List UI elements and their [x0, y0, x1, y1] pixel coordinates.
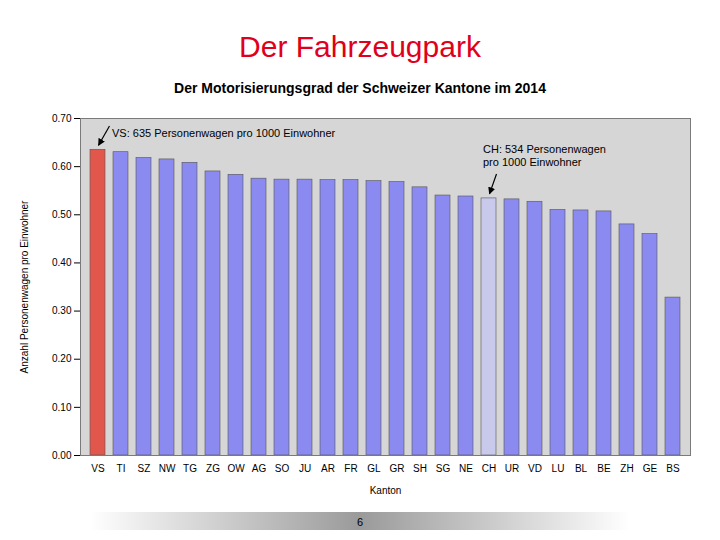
svg-text:0.30: 0.30 — [52, 305, 72, 316]
svg-text:SZ: SZ — [138, 463, 151, 474]
svg-text:Kanton: Kanton — [370, 485, 402, 496]
svg-text:OW: OW — [227, 463, 245, 474]
html-text:Der Fahrzeugpark: Der Fahrzeugpark — [239, 30, 481, 63]
svg-text:0.00: 0.00 — [52, 450, 72, 461]
svg-text:Anzahl Personenwagen pro Einwo: Anzahl Personenwagen pro Einwohner — [19, 200, 30, 374]
svg-text:0.60: 0.60 — [52, 161, 72, 172]
svg-text:BE: BE — [597, 463, 611, 474]
svg-text:JU: JU — [299, 463, 311, 474]
svg-text:VS: VS — [91, 463, 105, 474]
svg-text:BL: BL — [575, 463, 588, 474]
svg-text:UR: UR — [505, 463, 519, 474]
svg-text:CH: CH — [482, 463, 496, 474]
html-text:Der Motorisierungsgrad der Sch: Der Motorisierungsgrad der Schweizer Kan… — [174, 80, 546, 96]
svg-text:GL: GL — [367, 463, 381, 474]
svg-text:SO: SO — [275, 463, 290, 474]
svg-text:GE: GE — [643, 463, 658, 474]
svg-text:0.50: 0.50 — [52, 209, 72, 220]
svg-text:SG: SG — [436, 463, 451, 474]
svg-text:AG: AG — [252, 463, 267, 474]
svg-text:0.40: 0.40 — [52, 257, 72, 268]
svg-text:GR: GR — [390, 463, 405, 474]
svg-text:NW: NW — [159, 463, 176, 474]
svg-text:BS: BS — [666, 463, 680, 474]
html-text:6: 6 — [356, 516, 364, 528]
svg-text:0.10: 0.10 — [52, 402, 72, 413]
svg-text:TG: TG — [183, 463, 197, 474]
svg-text:AR: AR — [321, 463, 335, 474]
svg-text:NE: NE — [459, 463, 473, 474]
svg-text:TI: TI — [117, 463, 126, 474]
svg-text:ZH: ZH — [620, 463, 633, 474]
svg-text:FR: FR — [344, 463, 357, 474]
svg-text:ZG: ZG — [206, 463, 220, 474]
svg-text:SH: SH — [413, 463, 427, 474]
svg-text:CH: 534 Personenwagenpro 1000: CH: 534 Personenwagenpro 1000 Einwohner — [483, 143, 606, 168]
svg-text:LU: LU — [552, 463, 565, 474]
svg-text:0.20: 0.20 — [52, 353, 72, 364]
svg-text:0.70: 0.70 — [52, 113, 72, 124]
svg-text:VS: 635 Personenwagen pro 1000: VS: 635 Personenwagen pro 1000 Einwohner — [112, 127, 336, 139]
svg-text:VD: VD — [528, 463, 542, 474]
